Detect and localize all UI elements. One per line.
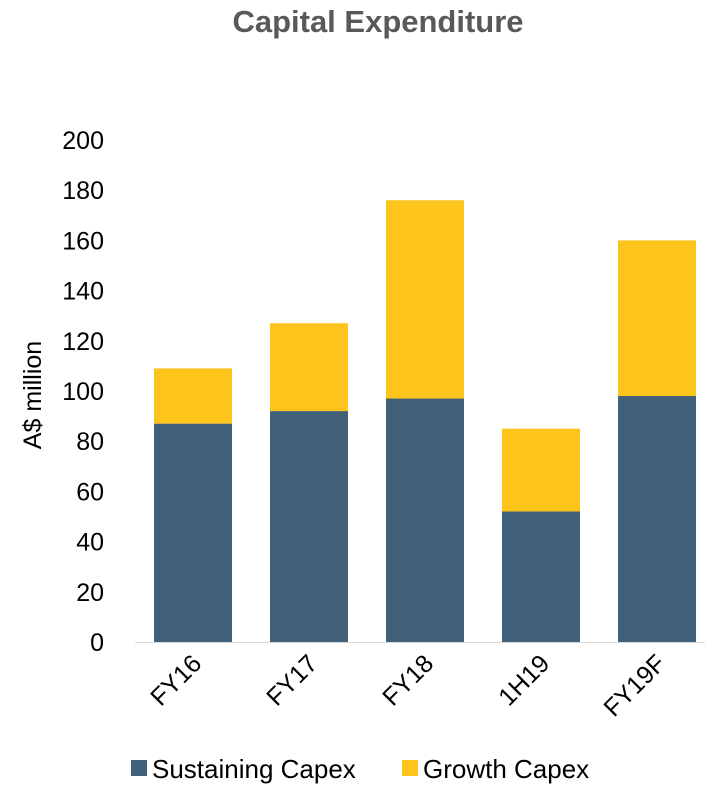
legend-label-growth-capex: Growth Capex <box>423 754 589 784</box>
x-tick-label: FY18 <box>377 649 439 711</box>
y-axis-ticks: 0 20 40 60 80 100 120 140 160 180 200 <box>62 127 104 657</box>
y-tick-label: 140 <box>62 278 104 306</box>
bar-sustaining-capex-fy18 <box>386 398 464 642</box>
legend-swatch-growth-capex <box>402 760 418 776</box>
legend-swatch-sustaining-capex <box>131 760 147 776</box>
chart-title: Capital Expenditure <box>232 4 523 39</box>
bar-growth-capex-fy16 <box>154 368 232 424</box>
y-tick-label: 200 <box>62 127 104 155</box>
x-tick-label: FY16 <box>145 649 207 711</box>
bar-growth-capex-fy17 <box>270 323 348 412</box>
bars <box>154 200 696 642</box>
y-tick-label: 0 <box>90 629 104 657</box>
y-tick-label: 100 <box>62 378 104 406</box>
x-axis-ticks: FY16 FY17 FY18 1H19 FY19F <box>145 649 671 722</box>
bar-growth-capex-fy18 <box>386 200 464 399</box>
y-tick-label: 160 <box>62 227 104 255</box>
y-tick-label: 40 <box>76 529 104 557</box>
x-tick-label: 1H19 <box>493 649 555 711</box>
bar-sustaining-capex-1h19 <box>502 511 580 642</box>
y-axis-label: A$ million <box>19 341 47 449</box>
y-tick-label: 80 <box>76 428 104 456</box>
bar-sustaining-capex-fy16 <box>154 423 232 642</box>
x-tick-label: FY17 <box>261 649 323 711</box>
bar-growth-capex-1h19 <box>502 428 580 512</box>
bar-growth-capex-fy19f <box>618 240 696 397</box>
y-tick-label: 20 <box>76 579 104 607</box>
legend-label-sustaining-capex: Sustaining Capex <box>152 754 356 784</box>
y-tick-label: 180 <box>62 177 104 205</box>
legend: Sustaining Capex Growth Capex <box>131 754 589 784</box>
x-tick-label: FY19F <box>598 649 671 722</box>
y-tick-label: 60 <box>76 478 104 506</box>
y-tick-label: 120 <box>62 328 104 356</box>
bar-sustaining-capex-fy19f <box>618 396 696 642</box>
bar-sustaining-capex-fy17 <box>270 411 348 642</box>
